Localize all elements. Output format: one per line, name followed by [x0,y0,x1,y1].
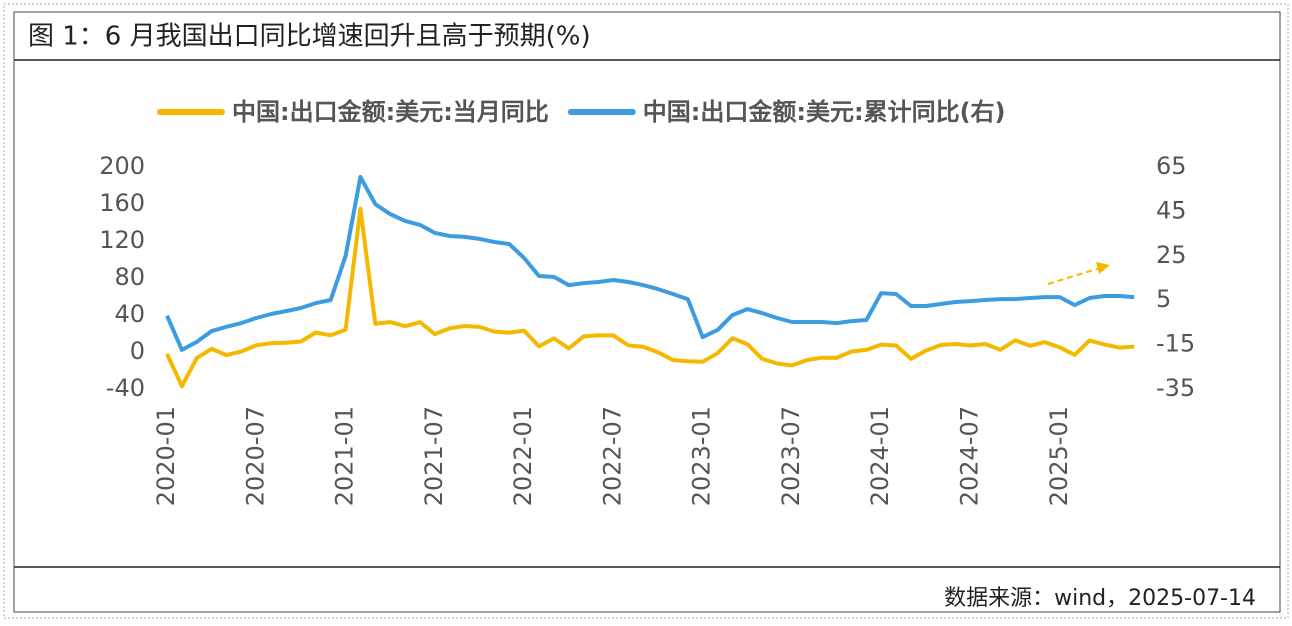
y-tick-label: 200 [99,152,145,180]
trend-arrow [1047,267,1101,285]
x-tick-label: 2022-07 [598,406,626,506]
y2-tick-label: 5 [1156,285,1171,313]
x-tick-label: 2024-01 [866,406,894,506]
y-tick-label: 0 [130,337,145,365]
y-tick-label: -40 [106,374,145,402]
y2-tick-label: 45 [1156,196,1187,224]
x-tick-label: 2023-01 [688,406,716,506]
y-tick-label: 160 [99,189,145,217]
x-tick-label: 2023-07 [777,406,805,506]
x-tick-label: 2022-01 [509,406,537,506]
legend-label: 中国:出口金额:美元:当月同比 [232,98,549,126]
y2-tick-label: 25 [1156,241,1187,269]
series-line [165,175,1135,352]
arrow-head [1096,262,1110,274]
y-tick-label: 80 [114,263,145,291]
y-tick-label: 40 [114,300,145,328]
x-tick-label: 2021-07 [420,406,448,506]
x-tick-label: 2024-07 [956,406,984,506]
y2-tick-label: 65 [1156,152,1187,180]
chart-title: 图 1：6 月我国出口同比增速回升且高于预期(%) [28,22,591,52]
series-line [165,206,1135,389]
x-tick-label: 2025-01 [1045,406,1073,506]
x-tick-label: 2020-01 [152,406,180,506]
x-tick-label: 2020-07 [241,406,269,506]
source: 数据来源：wind，2025-07-14 [944,586,1256,611]
frame [13,11,1281,613]
outer-frame [3,3,1289,619]
y2-tick-label: -15 [1156,330,1195,358]
x-tick-label: 2021-01 [331,406,359,506]
y2-tick-label: -35 [1156,374,1195,402]
legend-label: 中国:出口金额:美元:累计同比(右) [643,98,1006,126]
y-tick-label: 120 [99,226,145,254]
